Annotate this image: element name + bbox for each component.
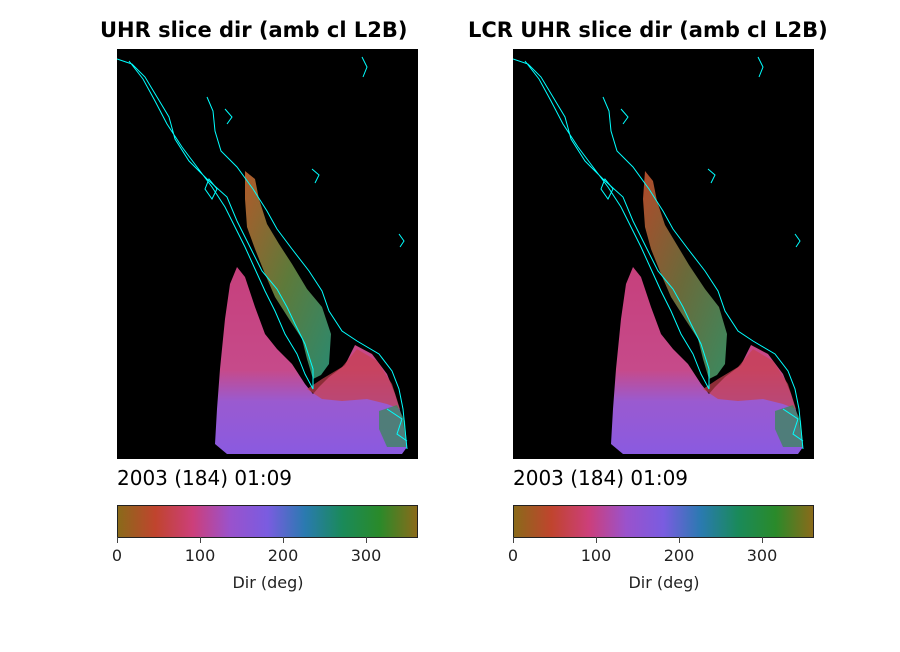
left-colorbar-label: Dir (deg) [232,573,304,592]
right-ticklabel-0: 0 [507,546,519,565]
left-coastlines [117,56,408,450]
right-map-svg [513,56,804,454]
right-ticklabel-200: 200 [663,546,695,565]
left-panel-title: UHR slice dir (amb cl L2B) [100,18,408,42]
right-colorbar [513,505,814,538]
left-map-svg [117,56,408,454]
right-wind-direction-map [513,49,814,459]
right-ticklabel-300: 300 [746,546,778,565]
right-panel-title: LCR UHR slice dir (amb cl L2B) [468,18,828,42]
left-tick-300 [366,537,367,543]
left-ticklabel-200: 200 [267,546,299,565]
left-timestamp: 2003 (184) 01:09 [117,466,293,490]
left-swath-main [215,267,407,454]
left-tick-200 [283,537,284,543]
left-ticklabel-0: 0 [111,546,123,565]
right-tick-200 [679,537,680,543]
left-gulf-field [245,171,331,379]
right-swath-red-band [703,349,796,409]
right-swath-main [611,267,803,454]
right-timestamp: 2003 (184) 01:09 [513,466,689,490]
right-tick-0 [513,537,514,543]
left-wind-direction-map [117,49,418,459]
right-gulf-field [643,171,727,379]
left-swath-red-band [307,349,400,409]
right-tick-100 [596,537,597,543]
left-colorbar [117,505,418,538]
right-colorbar-label: Dir (deg) [628,573,700,592]
right-tick-300 [762,537,763,543]
right-coastlines [513,56,804,450]
left-ticklabel-100: 100 [184,546,216,565]
left-ticklabel-300: 300 [350,546,382,565]
right-ticklabel-100: 100 [580,546,612,565]
left-tick-0 [117,537,118,543]
left-tick-100 [200,537,201,543]
